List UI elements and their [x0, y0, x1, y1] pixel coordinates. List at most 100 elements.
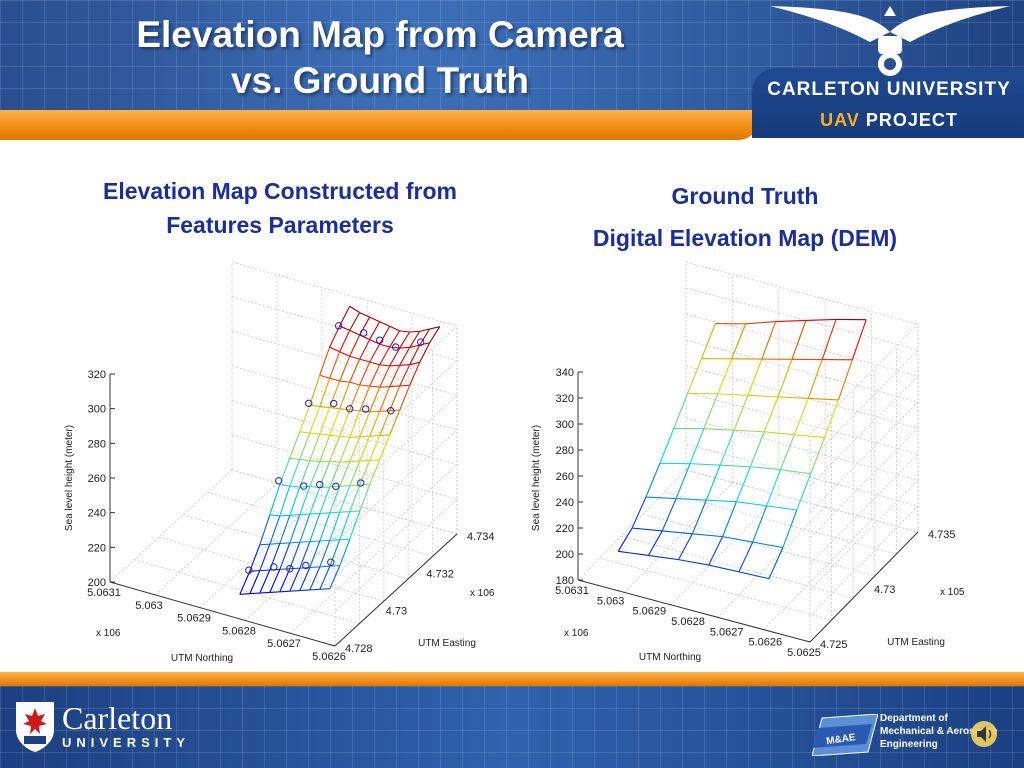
chart1-surface-line — [269, 543, 281, 571]
chart2-surface-line — [703, 393, 719, 429]
chart2-surface-line — [701, 323, 716, 359]
chart1-surface-line — [389, 330, 401, 348]
chart2-surface-line — [722, 501, 737, 537]
chart1-z-tick-label: 280 — [88, 438, 106, 450]
chart2-z-tick-label: 200 — [556, 549, 574, 561]
chart1-feature-point-marker — [362, 405, 370, 413]
chart1-surface-line — [349, 409, 360, 412]
chart1-surface-line — [349, 329, 360, 336]
left-chart-heading-line2: Features Parameters — [166, 212, 394, 238]
chart1-surface-line — [389, 385, 400, 388]
chart2-floor-gridline — [577, 469, 687, 581]
chart1-surface-line — [329, 380, 341, 408]
chart2-y-tick-label: 5.0627 — [710, 626, 744, 638]
chart2-surface-line — [851, 319, 867, 361]
chart1-surface-line — [369, 364, 381, 387]
chart1-surface-line — [329, 406, 340, 410]
chart1-surface-line — [279, 485, 291, 517]
chart1-surface-line — [259, 569, 271, 594]
chart1-surface-line — [319, 565, 330, 568]
chart2-surface-line — [805, 318, 837, 322]
chart1-surface-line — [289, 485, 300, 488]
chart1-surface-line — [299, 431, 310, 434]
chart1-surface-line — [409, 344, 421, 365]
chart1-floor-gridline — [134, 559, 360, 624]
chart1-surface-line — [339, 510, 350, 513]
chart1-surface-line — [339, 485, 350, 487]
chart2-surface-line — [676, 498, 707, 501]
chart1-z-tick-label: 320 — [88, 369, 106, 381]
chart1-surface-line — [279, 568, 291, 592]
chart2-surface-line — [766, 469, 782, 507]
chart1-feature-point-marker — [316, 480, 324, 489]
chart2-surface-line — [824, 399, 839, 438]
speaker-icon[interactable] — [970, 720, 998, 748]
chart1-surface-line — [299, 486, 311, 515]
chart1-surface-line — [379, 346, 391, 366]
brand-box — [752, 68, 1024, 138]
chart2-surface-line — [837, 359, 853, 401]
chart1-surface-line — [309, 540, 321, 568]
slide-title: Elevation Map from Camera vs. Ground Tru… — [60, 12, 700, 104]
chart2-x-exponent: x 105 — [940, 587, 965, 598]
chart2-surface-line — [673, 393, 689, 429]
chart1-surface-line — [249, 570, 261, 594]
chart1-x-axis-label: UTM Easting — [418, 638, 476, 649]
chart1-surface-line — [349, 358, 361, 383]
chart2-z-tick-label: 180 — [556, 575, 574, 587]
chart1-surface-line — [319, 539, 330, 542]
chart1-surface-line — [339, 437, 351, 463]
chart1-feature-point-marker — [270, 563, 278, 571]
chart1-wall-gridline — [231, 261, 458, 439]
right-chart-heading-line2: Digital Elevation Map (DEM) — [592, 225, 898, 251]
chart1-surface-line — [309, 566, 321, 591]
chart1-surface-line — [299, 589, 310, 592]
chart1-x-tick-label: 4.732 — [426, 568, 454, 580]
chart1-feature-point-marker — [330, 399, 338, 408]
chart1-feature-point-marker — [387, 407, 395, 415]
chart2-surface-line — [747, 394, 779, 398]
chart1-feature-point-marker — [332, 482, 340, 490]
chart1-surface-line — [349, 355, 360, 360]
chart1-surface-line — [419, 328, 430, 332]
chart1-surface-line — [329, 539, 341, 567]
chart2-surface-line — [779, 434, 795, 470]
header-orange-bar — [0, 110, 760, 140]
chart1-surface-line — [299, 541, 311, 569]
chart2-surface-line — [659, 428, 675, 464]
chart1-surface-line — [289, 541, 300, 544]
chart1-surface-line — [269, 515, 281, 545]
chart2-y-axis-line — [577, 579, 811, 643]
chart1-surface-line — [429, 326, 441, 344]
chart2-surface-line — [766, 505, 797, 511]
chart2-wall-gridline — [685, 391, 919, 565]
chart1-wall-gridline — [231, 434, 458, 612]
chart1-surface-line — [359, 358, 370, 363]
chart1-y-tick-label: 5.0629 — [177, 613, 211, 625]
footer-university-text: UNIVERSITY — [62, 735, 191, 750]
chart1-y-axis-label: UTM Northing — [171, 653, 233, 664]
chart1-x-tick-label: 4.734 — [467, 531, 495, 543]
chart1-surface-line — [279, 590, 290, 593]
chart2-surface-line — [808, 397, 839, 401]
chart2-surface-line — [687, 358, 703, 394]
chart2-surface-line — [752, 505, 768, 543]
chart1-x-exponent: x 106 — [470, 588, 495, 599]
chart1-z-tick-label: 240 — [88, 508, 106, 520]
chart1-z-tick-label: 260 — [88, 473, 106, 485]
chart2-surface-line — [793, 398, 809, 435]
chart1-surface-line — [309, 461, 321, 487]
chart1-surface-line — [399, 331, 411, 349]
chart1-surface-line — [399, 364, 411, 387]
chart2-surface-line — [632, 527, 663, 532]
chart1-surface-line — [369, 435, 381, 461]
chart1-surface-line — [369, 459, 380, 461]
chart1-surface-line — [409, 361, 420, 366]
chart1-surface-line — [279, 542, 290, 545]
chart1-surface-line — [349, 436, 360, 438]
chart2-surface-line — [810, 437, 826, 474]
chart1-surface-line — [339, 538, 351, 566]
chart1-surface-line — [399, 346, 410, 349]
chart1-surface-line — [359, 435, 370, 438]
mae-badge-text: M&AE — [826, 732, 857, 747]
